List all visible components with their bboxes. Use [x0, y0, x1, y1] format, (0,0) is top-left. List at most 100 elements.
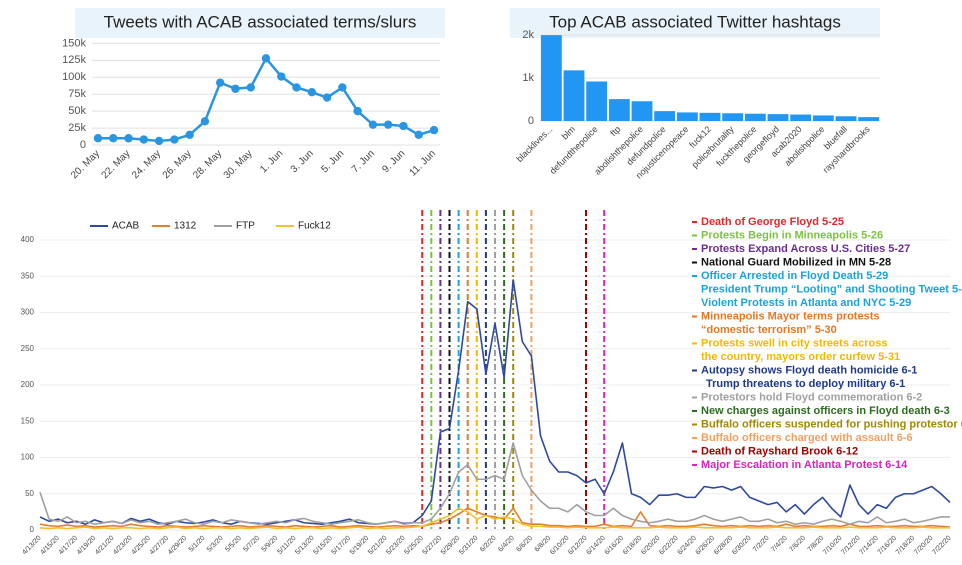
data-point	[215, 78, 225, 87]
title-box	[510, 8, 880, 38]
y-tick-label: 150	[21, 416, 35, 425]
x-tick-label: 5/27/20	[422, 535, 444, 557]
x-tick-label: 6/20/20	[640, 535, 662, 557]
x-tick-label: 4/13/20	[21, 535, 43, 557]
x-tick-label: 6/28/20	[713, 535, 735, 557]
event-text: Major Escalation in Atlanta Protest 6-14	[701, 459, 908, 471]
y-tick-label: 50k	[68, 105, 86, 117]
y-tick-label: 25k	[68, 122, 86, 134]
x-tick-label: 6/22/20	[658, 535, 680, 557]
event-text: Violent Protests in Atlanta and NYC 5-29	[701, 297, 911, 309]
x-tick-label: 7/4/20	[770, 535, 789, 554]
event-text: National Guard Mobilized in MN 5-28	[701, 256, 891, 268]
y-tick-label: 75k	[68, 88, 86, 100]
x-tick-label: 9. Jun	[380, 148, 407, 175]
title-box	[75, 8, 445, 38]
bar	[699, 112, 721, 121]
chart-title: Top ACAB associated Twitter hashtags	[549, 12, 841, 31]
x-tick-label: 5/17/20	[331, 535, 353, 557]
legend-label: FTP	[236, 221, 255, 232]
x-tick-label: 6/2/20	[479, 535, 498, 554]
event-text: Trump threatens to deploy military 6-1	[706, 378, 905, 390]
event-text: Protests Expand Across U.S. Cities 5-27	[701, 243, 910, 255]
x-tick-label: 6/16/20	[604, 535, 626, 557]
data-point	[246, 83, 255, 92]
y-tick-label: 150k	[62, 37, 86, 49]
x-tick-label: 4/29/20	[167, 535, 189, 557]
x-tick-label: 6/10/20	[549, 535, 571, 557]
data-line	[39, 442, 950, 525]
x-tick-label: 1. Jun	[258, 148, 285, 175]
data-point	[368, 120, 378, 129]
bar	[722, 113, 744, 121]
y-tick-label: 125k	[62, 54, 86, 66]
x-tick-label: 30. May	[222, 148, 255, 181]
data-point	[277, 72, 286, 81]
event-text: Autopsy shows Floyd death homicide 6-1	[701, 364, 917, 376]
x-tick-label: 4/19/20	[76, 535, 98, 557]
data-point	[139, 135, 149, 144]
x-tick-label: 4/23/20	[112, 535, 134, 557]
y-tick-label: 50	[25, 489, 34, 498]
x-tick-label: 6/26/20	[695, 535, 717, 557]
legend-label: Fuck12	[298, 221, 331, 232]
bar	[540, 35, 562, 121]
x-tick-label: 6/18/20	[622, 535, 644, 557]
data-point	[353, 106, 362, 116]
x-tick-label: 7/18/20	[895, 535, 917, 557]
data-point	[399, 121, 408, 131]
data-point	[322, 93, 332, 102]
x-tick-label: 24. May	[130, 148, 163, 181]
y-tick-label: 100k	[62, 71, 86, 83]
event-text: Protests swell in city streets across	[701, 337, 887, 349]
data-point	[154, 136, 164, 146]
x-tick-label: 7/6/20	[788, 535, 807, 554]
y-tick-label: 100	[21, 453, 35, 462]
x-tick-label: 26. May	[161, 148, 194, 181]
data-point	[338, 83, 347, 92]
data-point	[383, 120, 393, 129]
bar	[586, 81, 608, 121]
x-tick-label: 22. May	[100, 148, 133, 181]
data-point	[261, 54, 271, 63]
x-tick-label: blm	[560, 124, 577, 141]
data-point	[292, 83, 301, 92]
x-tick-label: 7/20/20	[913, 535, 935, 557]
data-line	[39, 507, 951, 528]
bar	[767, 114, 789, 121]
x-tick-label: 7/10/20	[822, 535, 844, 557]
y-tick-label: 300	[21, 308, 35, 317]
x-tick-label: 5. Jun	[319, 148, 346, 175]
x-tick-label: 4/15/20	[39, 535, 61, 557]
x-tick-label: 7/12/20	[840, 535, 862, 557]
x-tick-label: 7/14/20	[858, 535, 880, 557]
x-tick-label: 11. Jun	[408, 148, 438, 178]
event-text: Buffalo officers charged with assault 6-…	[701, 432, 913, 444]
x-tick-label: 4/17/20	[58, 535, 80, 557]
y-tick-label: 200	[21, 380, 35, 389]
x-tick-label: 7/16/20	[877, 535, 899, 557]
x-tick-label: 4/27/20	[149, 535, 171, 557]
bar	[676, 112, 698, 121]
x-tick-label: 6/4/20	[497, 535, 516, 554]
bar	[812, 115, 834, 121]
y-tick-label: 400	[21, 235, 35, 244]
event-text: “domestic terrorism” 5-30	[701, 324, 837, 336]
bar	[790, 114, 812, 121]
y-tick-label: 0	[30, 525, 35, 534]
x-tick-label: 28. May	[191, 148, 224, 181]
event-text: Protestors hold Floyd commemoration 6-2	[701, 391, 922, 403]
event-text: the country, mayors order curfew 5-31	[701, 351, 900, 363]
x-tick-label: 7/22/20	[931, 535, 953, 557]
bar	[858, 117, 880, 121]
bar	[563, 70, 585, 121]
x-tick-label: 7/2/20	[752, 535, 771, 554]
event-text: Minneapolis Mayor terms protests	[701, 310, 880, 322]
x-tick-label: 5/19/20	[349, 535, 371, 557]
data-point	[429, 125, 439, 135]
event-text: Protests Begin in Minneapolis 5-26	[701, 229, 883, 241]
chart-title: Tweets with ACAB associated terms/slurs	[104, 12, 417, 31]
y-tick-label: 0	[80, 139, 86, 151]
x-tick-label: 5/15/20	[312, 535, 334, 557]
